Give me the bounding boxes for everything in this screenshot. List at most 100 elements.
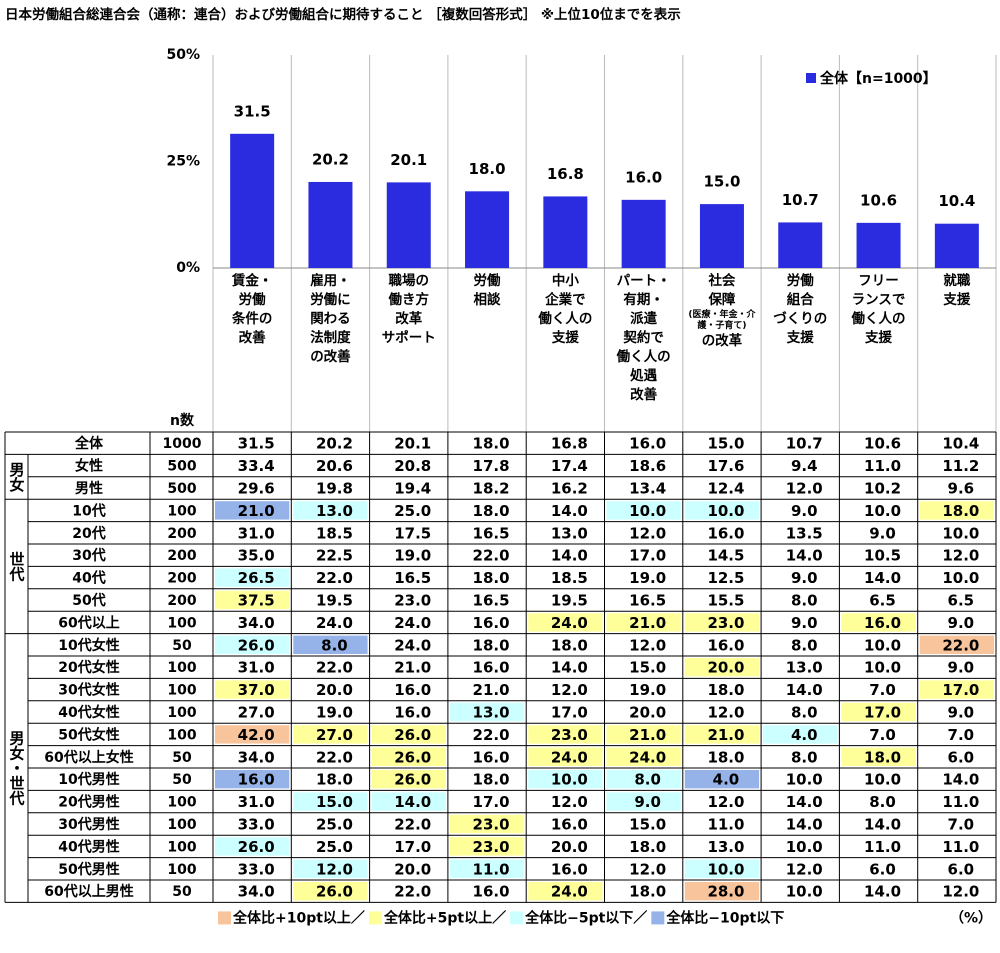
cell-highlight: [371, 747, 446, 766]
cell: 16.5: [394, 569, 431, 587]
category-label: 中小 企業で 働く人の 支援: [538, 273, 593, 346]
cell: 24.0: [551, 883, 588, 901]
cell: 24.0: [394, 614, 431, 632]
cell: 12.0: [786, 860, 823, 878]
cell: 23.0: [473, 816, 510, 834]
cell: 14.0: [786, 793, 823, 811]
cell: 19.0: [394, 547, 431, 565]
cell-highlight: [215, 501, 290, 520]
legend-label: 全体比−10pt以下: [665, 909, 784, 926]
row-label: 40代男性: [58, 838, 119, 855]
cell: 15.5: [707, 592, 744, 610]
cell-highlight: [919, 680, 994, 699]
section-label: 男女・世代: [8, 731, 26, 807]
cell: 20.2: [316, 435, 353, 453]
cell-highlight: [684, 882, 760, 901]
cell: 16.0: [238, 771, 275, 789]
cell: 20.0: [394, 860, 431, 878]
cell: 18.0: [707, 748, 744, 766]
legend-swatch: [368, 911, 382, 925]
cell: 15.0: [629, 816, 666, 834]
cell: 19.0: [316, 704, 353, 722]
cell: 10.0: [707, 502, 744, 520]
cell: 24.0: [551, 614, 588, 632]
legend-swatch: [806, 73, 816, 83]
cell: 22.0: [316, 748, 353, 766]
cell: 13.5: [786, 524, 823, 542]
cell-highlight: [293, 882, 368, 901]
cell: 19.0: [629, 681, 666, 699]
cell: 42.0: [238, 726, 275, 744]
row-label: 女性: [75, 458, 103, 475]
cell-highlight: [841, 613, 916, 632]
cell: 21.0: [629, 614, 666, 632]
row-label: 20代女性: [58, 659, 119, 676]
cell-highlight: [449, 702, 525, 722]
cell: 11.0: [864, 457, 901, 475]
cell: 18.0: [629, 883, 666, 901]
row-label: 10代: [72, 502, 105, 519]
cell: 20.0: [316, 681, 353, 699]
cell: 8.0: [791, 748, 818, 766]
row-n: 100: [167, 683, 196, 699]
cell: 20.1: [394, 435, 431, 453]
cell-highlight: [215, 770, 290, 789]
cell: 20.0: [707, 659, 744, 677]
cell: 26.5: [238, 569, 275, 587]
cell: 4.0: [713, 771, 740, 789]
cell: 31.0: [238, 524, 275, 542]
cell-highlight: [684, 859, 760, 878]
cell: 14.0: [786, 816, 823, 834]
cell-highlight: [215, 568, 290, 587]
category-label: 就職 支援: [943, 273, 971, 308]
value-label: 31.5: [234, 102, 271, 120]
cell: 24.0: [551, 748, 588, 766]
cell: 10.0: [707, 860, 744, 878]
cell: 8.0: [791, 592, 818, 610]
row-n: 50: [172, 750, 192, 766]
value-label: 10.7: [782, 191, 819, 209]
cell: 33.0: [238, 860, 275, 878]
value-label: 15.0: [703, 173, 740, 191]
cell: 21.0: [473, 681, 510, 699]
cell: 19.0: [629, 569, 666, 587]
cell: 9.0: [948, 659, 975, 677]
cell: 10.0: [942, 524, 979, 542]
cell-highlight: [293, 859, 368, 878]
cell: 12.0: [707, 704, 744, 722]
cell: 16.0: [864, 614, 901, 632]
cell: 4.0: [791, 726, 818, 744]
bar: [386, 182, 431, 268]
cell: 17.6: [707, 457, 744, 475]
row-n: 100: [167, 727, 196, 743]
cell: 11.2: [942, 457, 979, 475]
cell-highlight: [606, 747, 681, 766]
cell: 22.0: [394, 816, 431, 834]
cell: 10.0: [786, 771, 823, 789]
cell: 14.0: [394, 793, 431, 811]
legend-swatch: [651, 911, 665, 925]
cell: 35.0: [238, 547, 275, 565]
bar: [308, 181, 353, 268]
legend-swatch: [218, 911, 231, 925]
cell: 9.0: [948, 614, 975, 632]
cell: 10.0: [864, 771, 901, 789]
cell: 20.6: [316, 457, 353, 475]
cell: 11.0: [942, 838, 979, 856]
cell: 6.5: [869, 592, 896, 610]
cell-highlight: [293, 501, 368, 520]
bar: [856, 222, 901, 268]
row-n: 100: [167, 660, 196, 676]
cell-highlight: [215, 837, 290, 856]
legend-label: 全体比+10pt以上／: [232, 909, 365, 926]
category-label: 労働 組合 づくりの 支援: [773, 273, 828, 346]
cell-highlight: [684, 725, 760, 744]
cell: 17.0: [629, 547, 666, 565]
cell: 13.4: [629, 480, 666, 498]
cell: 17.0: [551, 704, 588, 722]
bar: [543, 196, 588, 268]
cell: 18.5: [551, 569, 588, 587]
cell: 33.4: [238, 457, 275, 475]
cell: 25.0: [316, 838, 353, 856]
